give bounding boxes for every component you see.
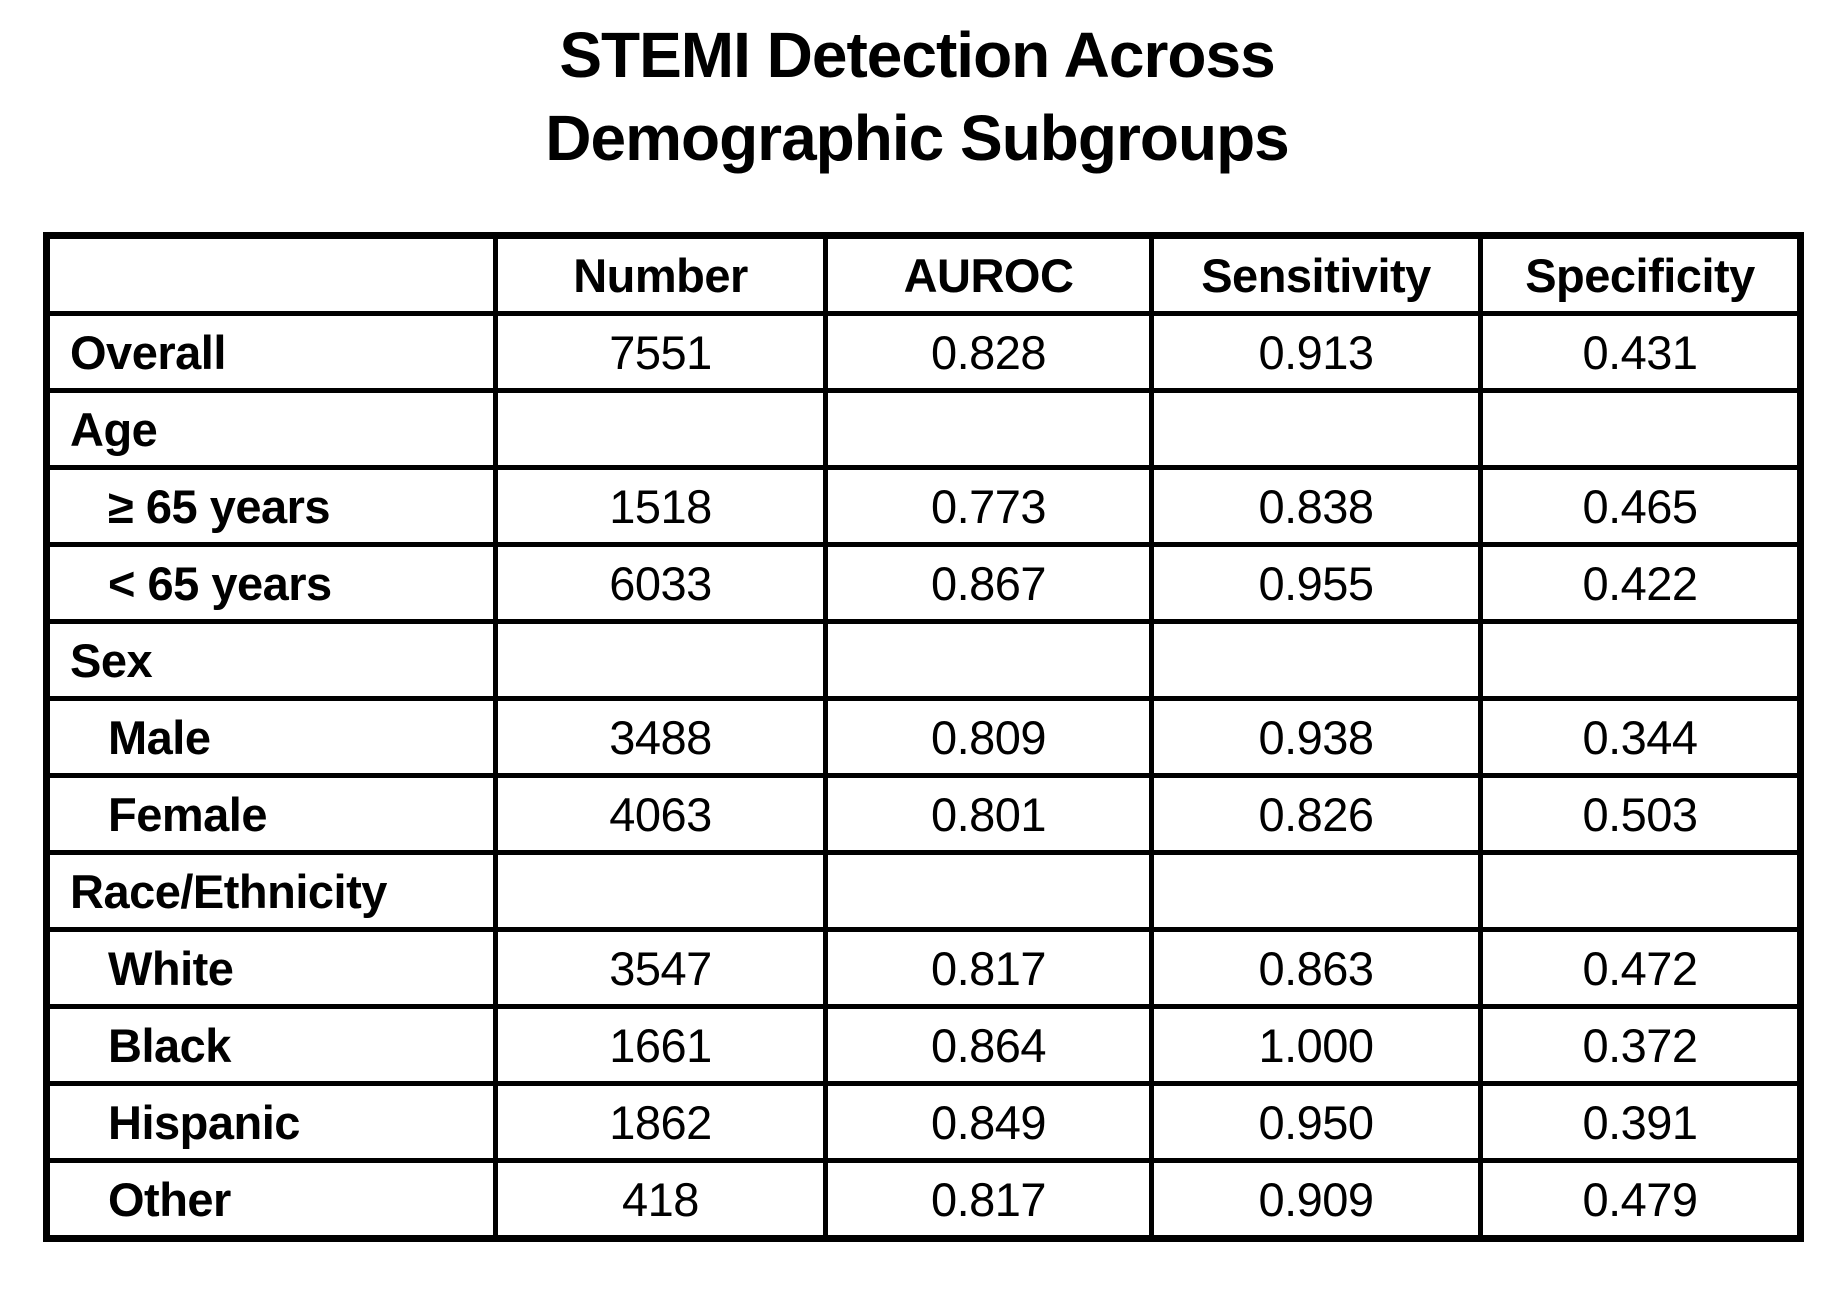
table-row: Other 418 0.817 0.909 0.479 — [44, 1158, 1803, 1242]
sensitivity-cell: 0.938 — [1149, 696, 1483, 779]
sensitivity-cell: 0.909 — [1149, 1158, 1483, 1242]
specificity-cell: 0.431 — [1478, 311, 1803, 394]
specificity-cell: 0.391 — [1478, 1081, 1803, 1164]
specificity-header: Specificity — [1478, 233, 1803, 317]
specificity-cell — [1478, 850, 1803, 933]
specificity-cell: 0.372 — [1478, 1004, 1803, 1087]
row-label: Other — [44, 1158, 498, 1242]
number-cell — [493, 388, 828, 471]
row-label: ≥ 65 years — [44, 465, 498, 548]
section-row: Race/Ethnicity — [44, 850, 1803, 933]
row-label: Male — [44, 696, 498, 779]
row-label: Overall — [44, 311, 498, 394]
number-cell: 4063 — [493, 773, 828, 856]
number-header: Number — [493, 233, 828, 317]
table-row: Female 4063 0.801 0.826 0.503 — [44, 773, 1803, 856]
table-row: ≥ 65 years 1518 0.773 0.838 0.465 — [44, 465, 1803, 548]
sensitivity-cell: 0.955 — [1149, 542, 1483, 625]
number-cell: 1661 — [493, 1004, 828, 1087]
row-label: Hispanic — [44, 1081, 498, 1164]
auroc-cell: 0.864 — [823, 1004, 1154, 1087]
auroc-cell: 0.849 — [823, 1081, 1154, 1164]
auroc-cell — [823, 619, 1154, 702]
table-row: < 65 years 6033 0.867 0.955 0.422 — [44, 542, 1803, 625]
specificity-cell: 0.479 — [1478, 1158, 1803, 1242]
number-cell: 1518 — [493, 465, 828, 548]
number-cell: 7551 — [493, 311, 828, 394]
auroc-cell: 0.801 — [823, 773, 1154, 856]
sensitivity-cell: 0.913 — [1149, 311, 1483, 394]
auroc-cell — [823, 850, 1154, 933]
row-label: Female — [44, 773, 498, 856]
sensitivity-cell — [1149, 850, 1483, 933]
sensitivity-cell: 0.950 — [1149, 1081, 1483, 1164]
row-label: Sex — [44, 619, 498, 702]
sensitivity-cell: 0.863 — [1149, 927, 1483, 1010]
auroc-cell: 0.817 — [823, 1158, 1154, 1242]
table-row: Overall 7551 0.828 0.913 0.431 — [44, 311, 1803, 394]
number-cell: 3488 — [493, 696, 828, 779]
auroc-cell: 0.867 — [823, 542, 1154, 625]
title-line-2: Demographic Subgroups — [545, 102, 1289, 175]
sensitivity-cell: 1.000 — [1149, 1004, 1483, 1087]
section-row: Sex — [44, 619, 1803, 702]
auroc-cell: 0.809 — [823, 696, 1154, 779]
figure-title: STEMI Detection Across Demographic Subgr… — [0, 14, 1834, 180]
specificity-cell: 0.503 — [1478, 773, 1803, 856]
auroc-cell: 0.773 — [823, 465, 1154, 548]
row-label: Race/Ethnicity — [44, 850, 498, 933]
table-row: Black 1661 0.864 1.000 0.372 — [44, 1004, 1803, 1087]
header-row: Number AUROC Sensitivity Specificity — [44, 233, 1803, 317]
specificity-cell: 0.344 — [1478, 696, 1803, 779]
auroc-cell: 0.817 — [823, 927, 1154, 1010]
section-row: Age — [44, 388, 1803, 471]
row-label: < 65 years — [44, 542, 498, 625]
specificity-cell — [1478, 619, 1803, 702]
figure-canvas: STEMI Detection Across Demographic Subgr… — [0, 14, 1834, 1300]
number-cell: 6033 — [493, 542, 828, 625]
sensitivity-header: Sensitivity — [1149, 233, 1483, 317]
number-cell: 3547 — [493, 927, 828, 1010]
table-row: Hispanic 1862 0.849 0.950 0.391 — [44, 1081, 1803, 1164]
row-label-header — [44, 233, 498, 317]
row-label: White — [44, 927, 498, 1010]
specificity-cell: 0.422 — [1478, 542, 1803, 625]
specificity-cell: 0.472 — [1478, 927, 1803, 1010]
number-cell — [493, 850, 828, 933]
row-label: Age — [44, 388, 498, 471]
sensitivity-cell: 0.826 — [1149, 773, 1483, 856]
number-cell — [493, 619, 828, 702]
sensitivity-cell — [1149, 619, 1483, 702]
sensitivity-cell — [1149, 388, 1483, 471]
specificity-cell: 0.465 — [1478, 465, 1803, 548]
row-label: Black — [44, 1004, 498, 1087]
auroc-header: AUROC — [823, 233, 1154, 317]
demographics-table: Number AUROC Sensitivity Specificity Ove… — [43, 232, 1804, 1243]
table-row: Male 3488 0.809 0.938 0.344 — [44, 696, 1803, 779]
auroc-cell — [823, 388, 1154, 471]
sensitivity-cell: 0.838 — [1149, 465, 1483, 548]
title-line-1: STEMI Detection Across — [559, 19, 1275, 91]
auroc-cell: 0.828 — [823, 311, 1154, 394]
number-cell: 418 — [493, 1158, 828, 1242]
specificity-cell — [1478, 388, 1803, 471]
number-cell: 1862 — [493, 1081, 828, 1164]
table-row: White 3547 0.817 0.863 0.472 — [44, 927, 1803, 1010]
